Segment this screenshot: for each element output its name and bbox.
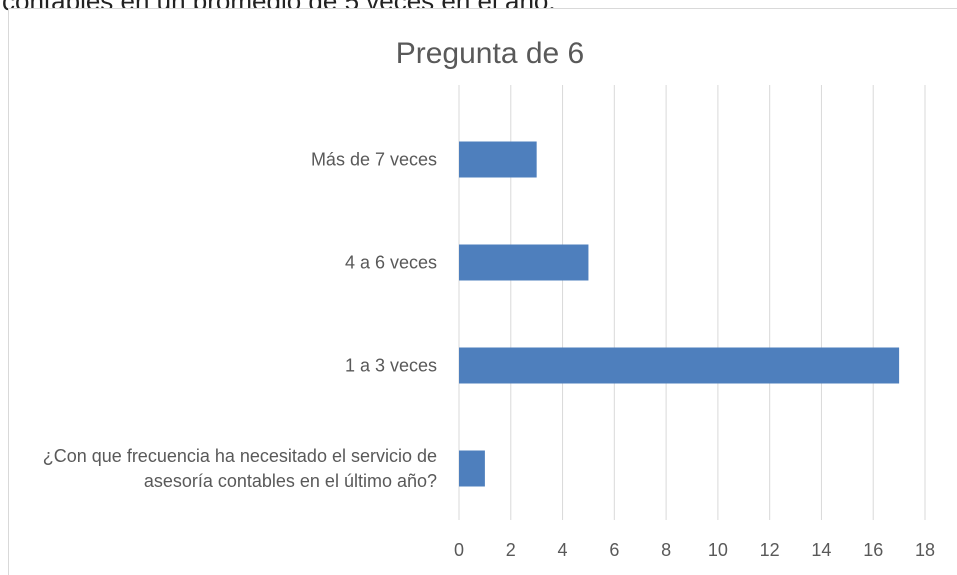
x-tick-label: 12 <box>760 540 780 560</box>
x-tick-label: 14 <box>811 540 831 560</box>
x-tick-label: 10 <box>708 540 728 560</box>
x-tick-label: 0 <box>454 540 464 560</box>
y-tick-label: 4 a 6 veces <box>344 252 437 272</box>
y-tick-label: 1 a 3 veces <box>344 355 437 375</box>
bar <box>459 244 589 281</box>
x-tick-label: 8 <box>661 540 671 560</box>
x-tick-label: 6 <box>609 540 619 560</box>
chart-title: Pregunta de 6 <box>396 37 584 70</box>
x-tick-label: 2 <box>506 540 516 560</box>
x-tick-label: 16 <box>863 540 883 560</box>
x-tick-label: 18 <box>915 540 935 560</box>
y-tick-label: ¿Con que frecuencia ha necesitado el ser… <box>42 445 437 491</box>
bar <box>459 141 537 178</box>
x-tick-label: 4 <box>558 540 568 560</box>
bar <box>459 450 485 487</box>
bar <box>459 347 900 384</box>
y-tick-label: Más de 7 veces <box>310 149 437 169</box>
